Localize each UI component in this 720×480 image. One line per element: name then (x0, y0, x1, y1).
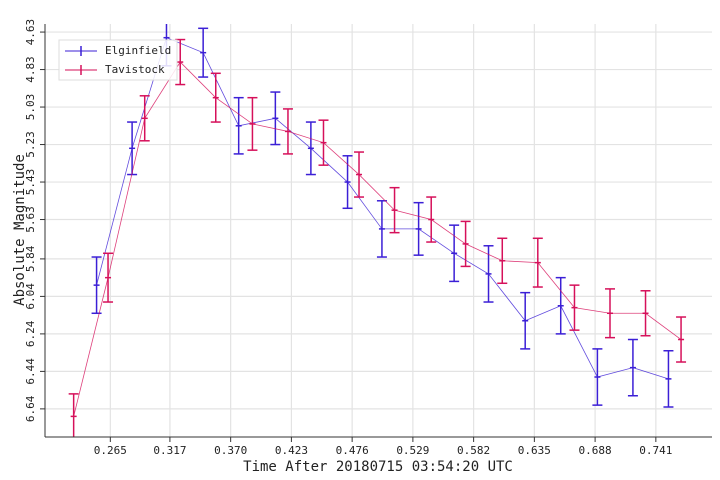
grid (45, 24, 712, 437)
x-tick-label: 0.476 (336, 444, 369, 457)
x-tick-label: 0.635 (518, 444, 551, 457)
x-tick-label: 0.317 (153, 444, 186, 457)
error-bar (175, 38, 186, 86)
legend-box (58, 39, 178, 81)
error-bar (270, 91, 281, 146)
x-tick-label: 0.688 (579, 444, 612, 457)
y-tick-label: 4.83 (24, 56, 37, 83)
error-bar (103, 252, 114, 303)
error-bar (460, 220, 471, 268)
error-bar (198, 27, 209, 78)
error-bar (210, 72, 221, 123)
y-tick-label: 6.44 (24, 358, 37, 385)
error-bar (555, 276, 566, 335)
y-tick-label: 5.63 (24, 206, 37, 233)
error-bar (282, 108, 293, 155)
legend-label: Tavistock (105, 63, 165, 76)
error-bar (483, 245, 494, 303)
error-bar (676, 316, 687, 363)
error-bar (497, 237, 508, 285)
x-tick-label: 0.423 (275, 444, 308, 457)
x-tick-label: 0.265 (94, 444, 127, 457)
error-bar (532, 237, 543, 288)
error-bar (569, 284, 580, 331)
error-bar (592, 348, 603, 406)
error-bar (627, 338, 638, 397)
y-tick-label: 6.04 (24, 283, 37, 310)
error-bar (247, 96, 258, 151)
error-bar (127, 121, 138, 176)
error-bar (233, 96, 244, 155)
error-bar (139, 95, 150, 142)
x-tick-label: 0.741 (639, 444, 672, 457)
error-bar (413, 201, 424, 256)
error-bar (91, 256, 102, 315)
error-bar (68, 393, 79, 437)
error-bar (354, 151, 365, 198)
x-tick-label: 0.582 (457, 444, 490, 457)
x-tick-label: 0.529 (396, 444, 429, 457)
error-bar (389, 186, 400, 234)
y-tick-label: 6.24 (24, 320, 37, 347)
error-bar (605, 288, 616, 339)
error-bar (426, 196, 437, 243)
y-axis-title: Absolute Magnitude (12, 154, 28, 306)
y-tick-label: 5.84 (24, 245, 37, 272)
error-bar (318, 119, 329, 166)
error-bar (520, 291, 531, 350)
y-tick-label: 5.03 (24, 94, 37, 121)
y-tick-label: 5.23 (24, 131, 37, 158)
legend: Elginfield Tavistock (58, 39, 178, 81)
error-bar (449, 224, 460, 283)
x-tick-label: 0.370 (214, 444, 247, 457)
y-tick-label: 6.64 (24, 395, 37, 422)
error-bar (305, 121, 316, 176)
error-bar (663, 350, 674, 408)
legend-label: Elginfield (105, 44, 171, 57)
y-tick-label: 4.63 (24, 19, 37, 46)
x-axis-title: Time After 20180715 03:54:20 UTC (243, 459, 513, 475)
y-tick-label: 5.43 (24, 169, 37, 196)
error-bar (640, 290, 651, 337)
